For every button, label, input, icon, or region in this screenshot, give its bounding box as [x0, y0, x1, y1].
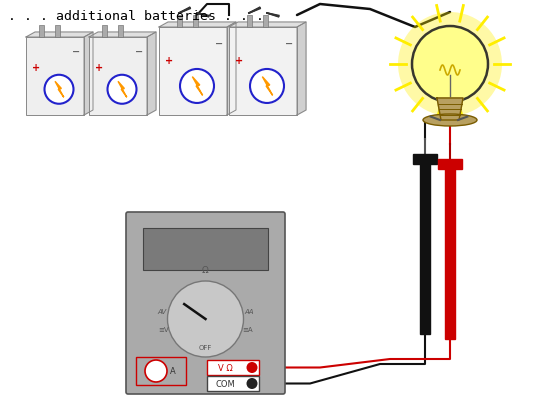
Polygon shape	[437, 99, 463, 121]
Polygon shape	[118, 82, 127, 98]
Text: +: +	[95, 63, 103, 73]
Text: . . . additional batteries . . .: . . . additional batteries . . .	[8, 10, 264, 23]
Bar	[117, 26, 123, 38]
Polygon shape	[89, 33, 156, 38]
Polygon shape	[147, 33, 156, 116]
Text: V Ω: V Ω	[218, 363, 232, 372]
Bar	[136, 357, 186, 385]
Polygon shape	[229, 23, 306, 28]
Ellipse shape	[423, 115, 477, 127]
Text: ≡A: ≡A	[242, 326, 253, 332]
Polygon shape	[445, 170, 455, 339]
Polygon shape	[420, 164, 430, 334]
Circle shape	[246, 362, 258, 373]
Polygon shape	[438, 160, 462, 170]
Text: +: +	[32, 63, 40, 73]
Text: Ω: Ω	[202, 265, 209, 274]
Polygon shape	[413, 155, 437, 164]
FancyBboxPatch shape	[126, 213, 285, 394]
Bar	[207, 360, 259, 375]
Polygon shape	[159, 23, 236, 28]
Text: +: +	[235, 56, 243, 66]
Bar	[263, 16, 267, 28]
Bar	[193, 16, 197, 28]
Circle shape	[108, 75, 137, 105]
Text: −: −	[72, 47, 80, 57]
Circle shape	[45, 75, 74, 105]
Polygon shape	[84, 33, 93, 116]
Circle shape	[145, 360, 167, 382]
Circle shape	[398, 13, 502, 117]
Text: AA: AA	[245, 308, 254, 314]
Bar	[39, 26, 44, 38]
Text: COM: COM	[215, 379, 235, 388]
Text: A: A	[170, 367, 176, 376]
Text: AV: AV	[157, 308, 166, 314]
Polygon shape	[192, 77, 203, 96]
Polygon shape	[297, 23, 306, 116]
Polygon shape	[26, 33, 93, 38]
Circle shape	[180, 70, 214, 104]
Circle shape	[412, 27, 488, 103]
Text: −: −	[135, 47, 143, 57]
Polygon shape	[263, 77, 273, 96]
Bar	[229, 28, 297, 116]
Text: OFF: OFF	[199, 344, 212, 350]
Bar	[102, 26, 107, 38]
Polygon shape	[227, 23, 236, 116]
Circle shape	[167, 281, 244, 357]
Text: +: +	[165, 56, 173, 66]
Bar	[246, 16, 251, 28]
Bar	[176, 16, 181, 28]
Bar	[143, 229, 268, 270]
Text: ≡V: ≡V	[158, 326, 169, 332]
Bar	[26, 38, 84, 116]
Bar	[54, 26, 60, 38]
Text: −: −	[285, 39, 293, 49]
Bar	[207, 376, 259, 391]
Polygon shape	[55, 82, 64, 98]
Bar	[159, 28, 227, 116]
Circle shape	[250, 70, 284, 104]
Circle shape	[246, 378, 258, 389]
Text: −: −	[215, 39, 223, 49]
Bar	[89, 38, 147, 116]
